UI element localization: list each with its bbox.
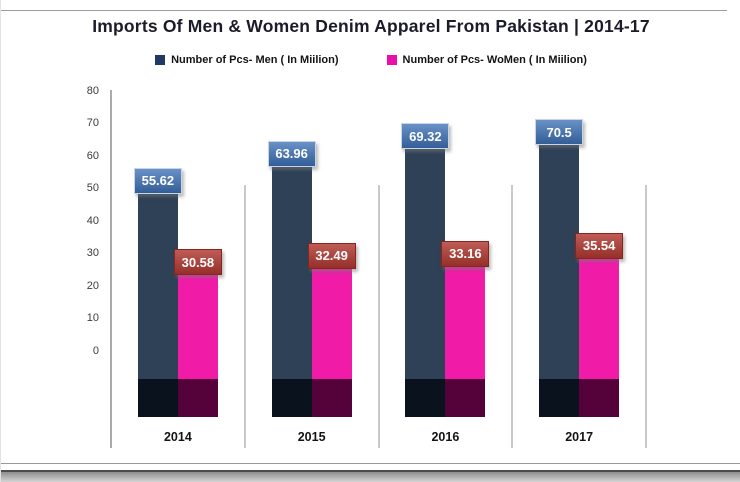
top-divider-line xyxy=(1,10,727,11)
y-axis-tick-70: 70 xyxy=(86,117,99,129)
value-label-men-2014: 55.62 xyxy=(133,167,182,194)
value-label-men-2016: 69.32 xyxy=(401,123,450,150)
bar-women-2017-base xyxy=(579,379,620,417)
women-series-swatch-icon xyxy=(386,55,397,65)
value-label-women-2017: 35.54 xyxy=(575,232,624,259)
legend: Number of Pcs- Men ( In Miilion) Number … xyxy=(1,54,740,66)
y-axis-line xyxy=(110,90,112,448)
legend-label-men: Number of Pcs- Men ( In Miilion) xyxy=(171,54,339,66)
value-label-men-2015: 63.96 xyxy=(267,140,316,167)
value-label-women-2015: 32.49 xyxy=(307,242,356,269)
legend-label-women: Number of Pcs- WoMen ( In Miilion) xyxy=(402,54,587,66)
bar-men-2015 xyxy=(271,142,312,379)
value-label-women-2016: 33.16 xyxy=(441,240,490,267)
bar-women-2015-base xyxy=(311,379,352,417)
category-separator-2 xyxy=(377,185,380,448)
category-separator-3 xyxy=(511,185,514,448)
x-axis-label-2014: 2014 xyxy=(163,430,192,444)
y-axis-tick-0: 0 xyxy=(92,344,99,357)
men-series-swatch-icon xyxy=(155,55,166,65)
bar-men-2014 xyxy=(137,169,178,379)
bar-men-2014-base xyxy=(137,379,178,417)
bar-women-2017 xyxy=(579,234,620,379)
y-axis-tick-20: 20 xyxy=(86,279,99,292)
value-label-men-2017: 70.5 xyxy=(535,119,584,146)
y-axis-tick-80: 80 xyxy=(86,84,99,97)
bottom-divider-line xyxy=(1,463,740,464)
bar-men-2016-base xyxy=(405,379,446,417)
value-label-women-2014: 30.58 xyxy=(173,249,222,276)
legend-item-men: Number of Pcs- Men ( In Miilion) xyxy=(155,54,339,66)
bar-women-2014-base xyxy=(177,379,218,417)
y-axis-tick-60: 60 xyxy=(86,149,99,162)
bar-men-2016 xyxy=(405,125,446,379)
x-axis-label-2016: 2016 xyxy=(431,430,460,444)
y-axis-tick-30: 30 xyxy=(86,247,99,259)
x-axis-label-2015: 2015 xyxy=(297,430,326,444)
bar-men-2017-base xyxy=(539,379,580,417)
bar-men-2015-base xyxy=(271,379,312,417)
category-separator-4 xyxy=(645,185,647,448)
x-axis-label-2017: 2017 xyxy=(565,430,594,444)
y-axis-tick-40: 40 xyxy=(86,214,99,227)
bottom-edge-band xyxy=(1,472,740,482)
y-axis-tick-50: 50 xyxy=(86,182,99,194)
legend-item-women: Number of Pcs- WoMen ( In Miilion) xyxy=(386,54,587,66)
bottom-edge-line xyxy=(1,470,740,472)
category-separator-1 xyxy=(243,185,246,448)
chart-title: Imports Of Men & Women Denim Apparel Fro… xyxy=(92,16,650,36)
y-axis-tick-10: 10 xyxy=(86,312,99,324)
bar-men-2017 xyxy=(539,121,580,379)
bar-women-2016-base xyxy=(445,379,486,417)
